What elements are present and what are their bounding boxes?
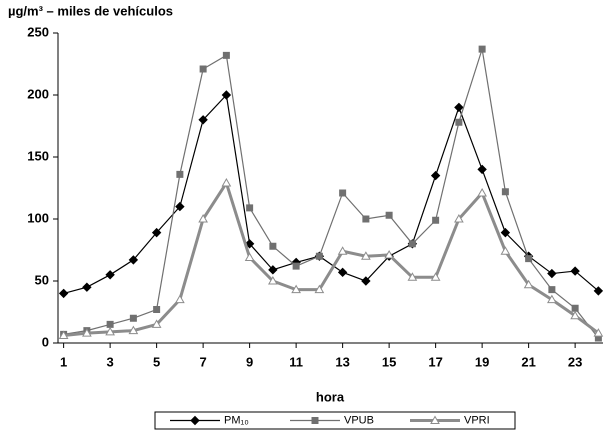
marker xyxy=(455,118,463,126)
marker xyxy=(430,170,441,181)
y-tick-label: 50 xyxy=(35,272,49,287)
marker xyxy=(570,266,580,276)
marker xyxy=(478,45,486,53)
x-tick-label: 19 xyxy=(475,354,489,369)
chart-title: µg/m³ – miles de vehículos xyxy=(8,3,173,18)
marker xyxy=(175,294,185,304)
marker xyxy=(198,115,208,125)
marker xyxy=(593,328,604,337)
marker xyxy=(500,227,511,238)
marker xyxy=(477,187,487,197)
marker xyxy=(385,211,393,219)
legend-label: PM₁₀ xyxy=(224,414,249,426)
x-tick-label: 21 xyxy=(521,354,535,369)
marker xyxy=(314,284,325,294)
marker xyxy=(408,240,416,248)
marker xyxy=(361,276,371,286)
marker xyxy=(337,246,348,255)
marker xyxy=(151,319,162,328)
marker xyxy=(384,249,394,259)
marker xyxy=(291,284,301,294)
series-line xyxy=(63,48,599,339)
marker xyxy=(82,282,92,292)
marker xyxy=(221,90,232,100)
x-tick-label: 15 xyxy=(382,354,396,369)
marker xyxy=(292,262,300,270)
marker xyxy=(525,255,533,263)
y-tick-label: 150 xyxy=(27,148,49,163)
y-tick-label: 0 xyxy=(42,334,49,349)
marker xyxy=(432,216,440,224)
x-axis-label: hora xyxy=(316,389,345,404)
marker xyxy=(244,252,255,261)
marker xyxy=(500,246,511,255)
x-tick-label: 1 xyxy=(60,354,67,369)
marker xyxy=(339,189,347,197)
marker xyxy=(58,330,69,340)
marker xyxy=(430,272,441,281)
marker xyxy=(362,215,370,223)
marker xyxy=(175,201,185,212)
marker xyxy=(269,242,277,250)
marker xyxy=(477,164,487,175)
marker xyxy=(222,51,230,59)
y-tick-label: 100 xyxy=(27,210,49,225)
marker xyxy=(454,213,464,223)
y-tick-label: 200 xyxy=(27,86,49,101)
legend-label: VPRI xyxy=(464,414,490,426)
x-tick-label: 23 xyxy=(568,354,582,369)
marker xyxy=(58,288,69,299)
x-tick-label: 13 xyxy=(335,354,349,369)
marker xyxy=(523,279,534,289)
marker xyxy=(268,265,278,275)
marker xyxy=(454,102,464,113)
marker xyxy=(151,227,162,238)
marker xyxy=(190,415,200,426)
marker xyxy=(593,286,604,296)
x-tick-label: 11 xyxy=(289,354,303,369)
marker xyxy=(199,65,207,73)
marker xyxy=(361,251,371,260)
marker xyxy=(106,320,114,328)
marker xyxy=(337,267,348,278)
x-tick-label: 5 xyxy=(153,354,160,369)
marker xyxy=(221,178,232,187)
marker xyxy=(246,204,254,212)
marker xyxy=(407,272,418,281)
marker xyxy=(571,304,579,312)
marker xyxy=(547,268,557,279)
marker xyxy=(570,310,580,320)
marker xyxy=(198,213,208,223)
series-line xyxy=(63,179,600,338)
x-tick-label: 7 xyxy=(200,354,207,369)
y-tick-label: 250 xyxy=(27,24,49,39)
x-tick-label: 3 xyxy=(107,354,114,369)
marker xyxy=(311,417,319,424)
marker xyxy=(501,188,509,196)
marker xyxy=(268,275,278,285)
marker xyxy=(315,252,323,260)
marker xyxy=(548,286,556,294)
series-line xyxy=(63,93,599,294)
marker xyxy=(176,170,184,178)
marker xyxy=(430,415,440,424)
marker xyxy=(244,239,255,249)
marker xyxy=(129,314,137,322)
marker xyxy=(82,328,92,337)
marker xyxy=(547,294,557,304)
marker xyxy=(128,255,139,265)
marker xyxy=(153,306,161,314)
marker xyxy=(105,326,115,336)
x-tick-label: 17 xyxy=(428,354,442,369)
marker xyxy=(128,325,139,335)
x-tick-label: 9 xyxy=(246,354,253,369)
legend-label: VPUB xyxy=(344,414,374,426)
marker xyxy=(105,270,115,280)
